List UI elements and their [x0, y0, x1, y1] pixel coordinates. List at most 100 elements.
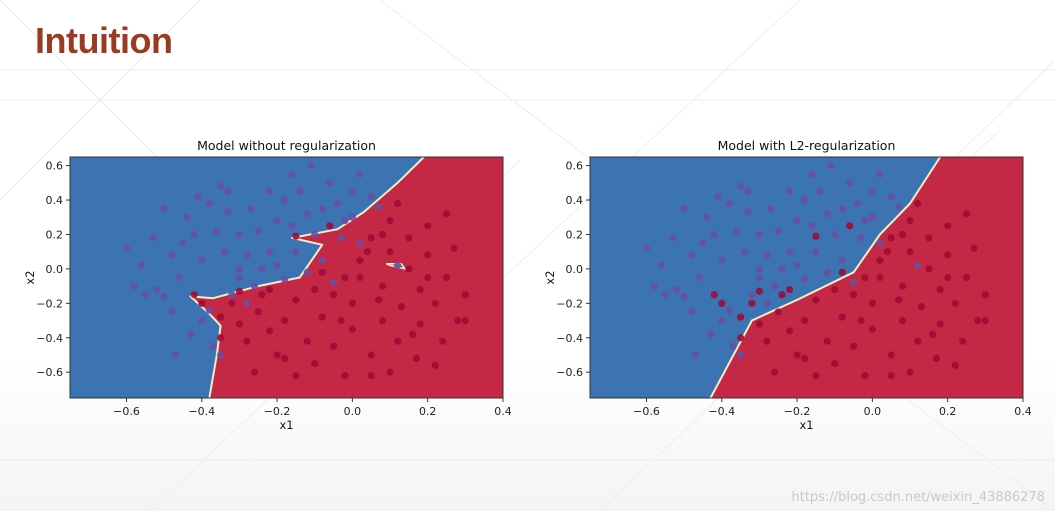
data-point-blue: [785, 187, 794, 196]
data-point-blue: [755, 230, 764, 239]
data-point-red: [793, 351, 801, 359]
data-point-red: [812, 372, 820, 380]
y-axis-label: x2: [543, 270, 557, 284]
data-point-blue: [250, 282, 259, 290]
data-point-blue: [130, 282, 138, 290]
data-point-red: [198, 299, 206, 307]
data-point-blue: [235, 230, 244, 239]
y-tick-label: 0.6: [566, 160, 584, 173]
data-point-blue: [168, 251, 176, 259]
data-point-red: [439, 337, 447, 345]
data-point-blue: [356, 239, 364, 247]
data-point-red: [281, 316, 289, 325]
data-point-blue: [307, 162, 315, 170]
data-point-red: [748, 299, 756, 307]
y-tick-label: 0.4: [566, 194, 584, 207]
data-point-blue: [183, 213, 191, 221]
data-point-blue: [725, 306, 733, 314]
data-point-red: [348, 299, 356, 307]
data-point-blue: [793, 261, 801, 270]
data-point-blue: [680, 205, 688, 213]
data-point-red: [944, 222, 952, 230]
data-point-blue: [141, 291, 149, 299]
data-point-red: [974, 316, 982, 325]
data-point-red: [367, 234, 375, 242]
decision-boundary: [189, 157, 425, 398]
data-point-blue: [868, 213, 876, 221]
data-point-blue: [744, 208, 752, 216]
data-point-red: [405, 234, 413, 242]
data-point-red: [235, 320, 244, 328]
data-point-red: [861, 372, 869, 380]
data-point-blue: [808, 170, 816, 178]
data-point-red: [951, 299, 959, 307]
data-point-red: [906, 368, 914, 376]
data-point-red: [962, 273, 971, 282]
data-point-blue: [673, 285, 681, 294]
data-point-blue: [243, 251, 251, 259]
data-point-blue: [318, 205, 326, 213]
data-point-red: [887, 372, 895, 380]
data-point-blue: [849, 279, 858, 287]
data-point-red: [774, 308, 782, 316]
data-point-blue: [699, 239, 707, 247]
data-point-red: [412, 354, 420, 363]
data-point-blue: [755, 265, 764, 273]
data-point-red: [228, 299, 236, 307]
data-point-red: [770, 368, 779, 376]
data-point-red: [292, 296, 300, 304]
data-point-blue: [243, 299, 251, 307]
data-point-blue: [288, 222, 296, 230]
data-point-red: [461, 316, 469, 325]
data-point-blue: [190, 230, 198, 239]
data-point-red: [424, 273, 432, 282]
data-point-red: [190, 291, 198, 299]
data-point-red: [386, 368, 394, 376]
data-point-red: [849, 342, 858, 350]
data-point-blue: [220, 248, 228, 256]
data-point-red: [337, 316, 345, 325]
data-point-red: [405, 265, 413, 273]
x-axis-label: x1: [799, 418, 813, 432]
x-tick-label: −0.4: [188, 405, 215, 418]
data-point-blue: [661, 291, 669, 299]
data-point-red: [329, 291, 338, 299]
data-point-red: [329, 342, 338, 350]
data-point-blue: [838, 256, 846, 264]
data-point-blue: [326, 179, 334, 187]
x-tick-label: −0.4: [708, 405, 735, 418]
data-point-blue: [770, 282, 779, 290]
data-point-blue: [744, 187, 752, 196]
y-tick-label: 0.0: [566, 263, 584, 276]
data-point-red: [367, 372, 375, 380]
data-point-blue: [816, 187, 824, 196]
data-point-red: [375, 296, 383, 304]
watermark-url: https://blog.csdn.net/weixin_43886278: [791, 490, 1045, 505]
data-point-blue: [710, 230, 718, 239]
data-point-red: [318, 313, 326, 321]
data-point-red: [341, 273, 349, 282]
data-point-red: [962, 210, 971, 218]
data-point-red: [861, 273, 869, 282]
x-tick-label: 0.0: [864, 405, 882, 418]
data-point-blue: [273, 217, 281, 225]
data-point-red: [868, 325, 876, 333]
data-point-red: [424, 251, 432, 259]
data-point-red: [442, 210, 451, 218]
data-point-red: [785, 327, 794, 335]
data-point-blue: [823, 210, 831, 218]
data-point-blue: [740, 248, 748, 256]
data-point-blue: [273, 261, 281, 270]
data-point-red: [970, 244, 978, 252]
data-point-blue: [137, 261, 146, 270]
data-point-blue: [801, 196, 809, 204]
chart-title: Model without regularization: [197, 138, 376, 153]
data-point-blue: [876, 170, 884, 178]
x-tick-label: 0.4: [1014, 405, 1032, 418]
data-point-red: [959, 337, 967, 345]
data-point-blue: [729, 342, 737, 350]
data-point-blue: [160, 205, 168, 213]
data-point-blue: [194, 192, 202, 201]
data-point-blue: [846, 179, 854, 187]
data-point-red: [431, 361, 439, 369]
